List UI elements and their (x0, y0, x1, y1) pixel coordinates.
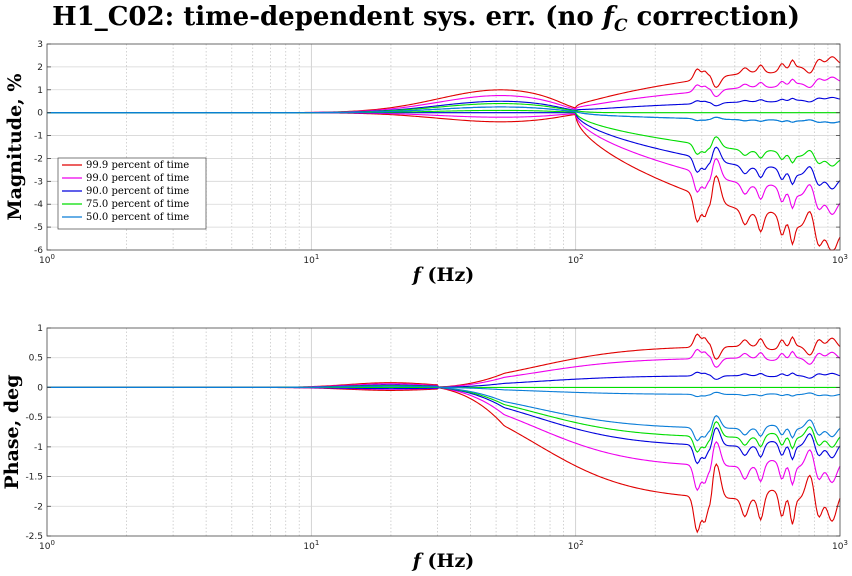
legend-label: 99.9 percent of time (86, 160, 189, 171)
x-tick-label: 103 (832, 539, 848, 552)
series-line (47, 106, 841, 124)
series-group (47, 333, 841, 534)
chart-title: H1_C02: time-dependent sys. err. (no fC … (52, 2, 800, 37)
y-tick-label: -6 (34, 246, 43, 256)
y-tick-label: -4 (34, 200, 43, 210)
x-tick-label: 101 (303, 253, 319, 266)
legend-label: 50.0 percent of time (86, 212, 189, 223)
series-line (47, 333, 841, 388)
y-tick-label: 0 (37, 383, 43, 393)
y-tick-label: -2 (34, 154, 43, 164)
y-tick-label: 0 (37, 109, 43, 119)
x-tick-label: 103 (832, 253, 848, 266)
y-tick-label: -0.5 (25, 413, 43, 423)
y-tick-label: -5 (34, 223, 43, 233)
y-axis-label: Magnitude, % (4, 74, 26, 221)
series-line (47, 385, 841, 442)
plot-frame (46, 43, 841, 251)
y-tick-label: -1 (34, 132, 43, 142)
series-line (47, 371, 841, 388)
series-group (47, 56, 841, 251)
series-line (47, 96, 841, 114)
legend-label: 99.0 percent of time (86, 173, 189, 184)
y-tick-label: -2 (34, 502, 43, 512)
plot-frame (46, 327, 841, 537)
x-axis-label: f (Hz) (411, 550, 475, 572)
y-axis-label: Phase, deg (1, 374, 23, 489)
y-tick-label: 0.5 (29, 354, 43, 364)
legend-box (57, 157, 207, 230)
x-tick-label: 102 (568, 539, 584, 552)
x-axis-label: f (Hz) (411, 264, 475, 286)
series-line (47, 386, 841, 492)
y-tick-label: -2.5 (25, 532, 43, 542)
y-tick-label: 2 (37, 63, 43, 73)
y-tick-label: -1 (34, 443, 43, 453)
legend: 99.9 percent of time 99.0 percent of time… (57, 157, 207, 230)
series-line (47, 386, 841, 534)
y-tick-label: -1.5 (25, 473, 43, 483)
legend-label: 75.0 percent of time (86, 199, 189, 210)
x-tick-label: 101 (303, 539, 319, 552)
y-tick-label: -3 (34, 177, 43, 187)
y-tick-label: 1 (37, 324, 43, 334)
y-tick-label: 1 (37, 86, 43, 96)
series-line (47, 386, 841, 453)
legend-label: 90.0 percent of time (86, 186, 189, 197)
y-tick-label: 3 (37, 40, 43, 50)
grid (47, 328, 840, 536)
series-line (47, 348, 841, 388)
x-tick-label: 102 (568, 253, 584, 266)
